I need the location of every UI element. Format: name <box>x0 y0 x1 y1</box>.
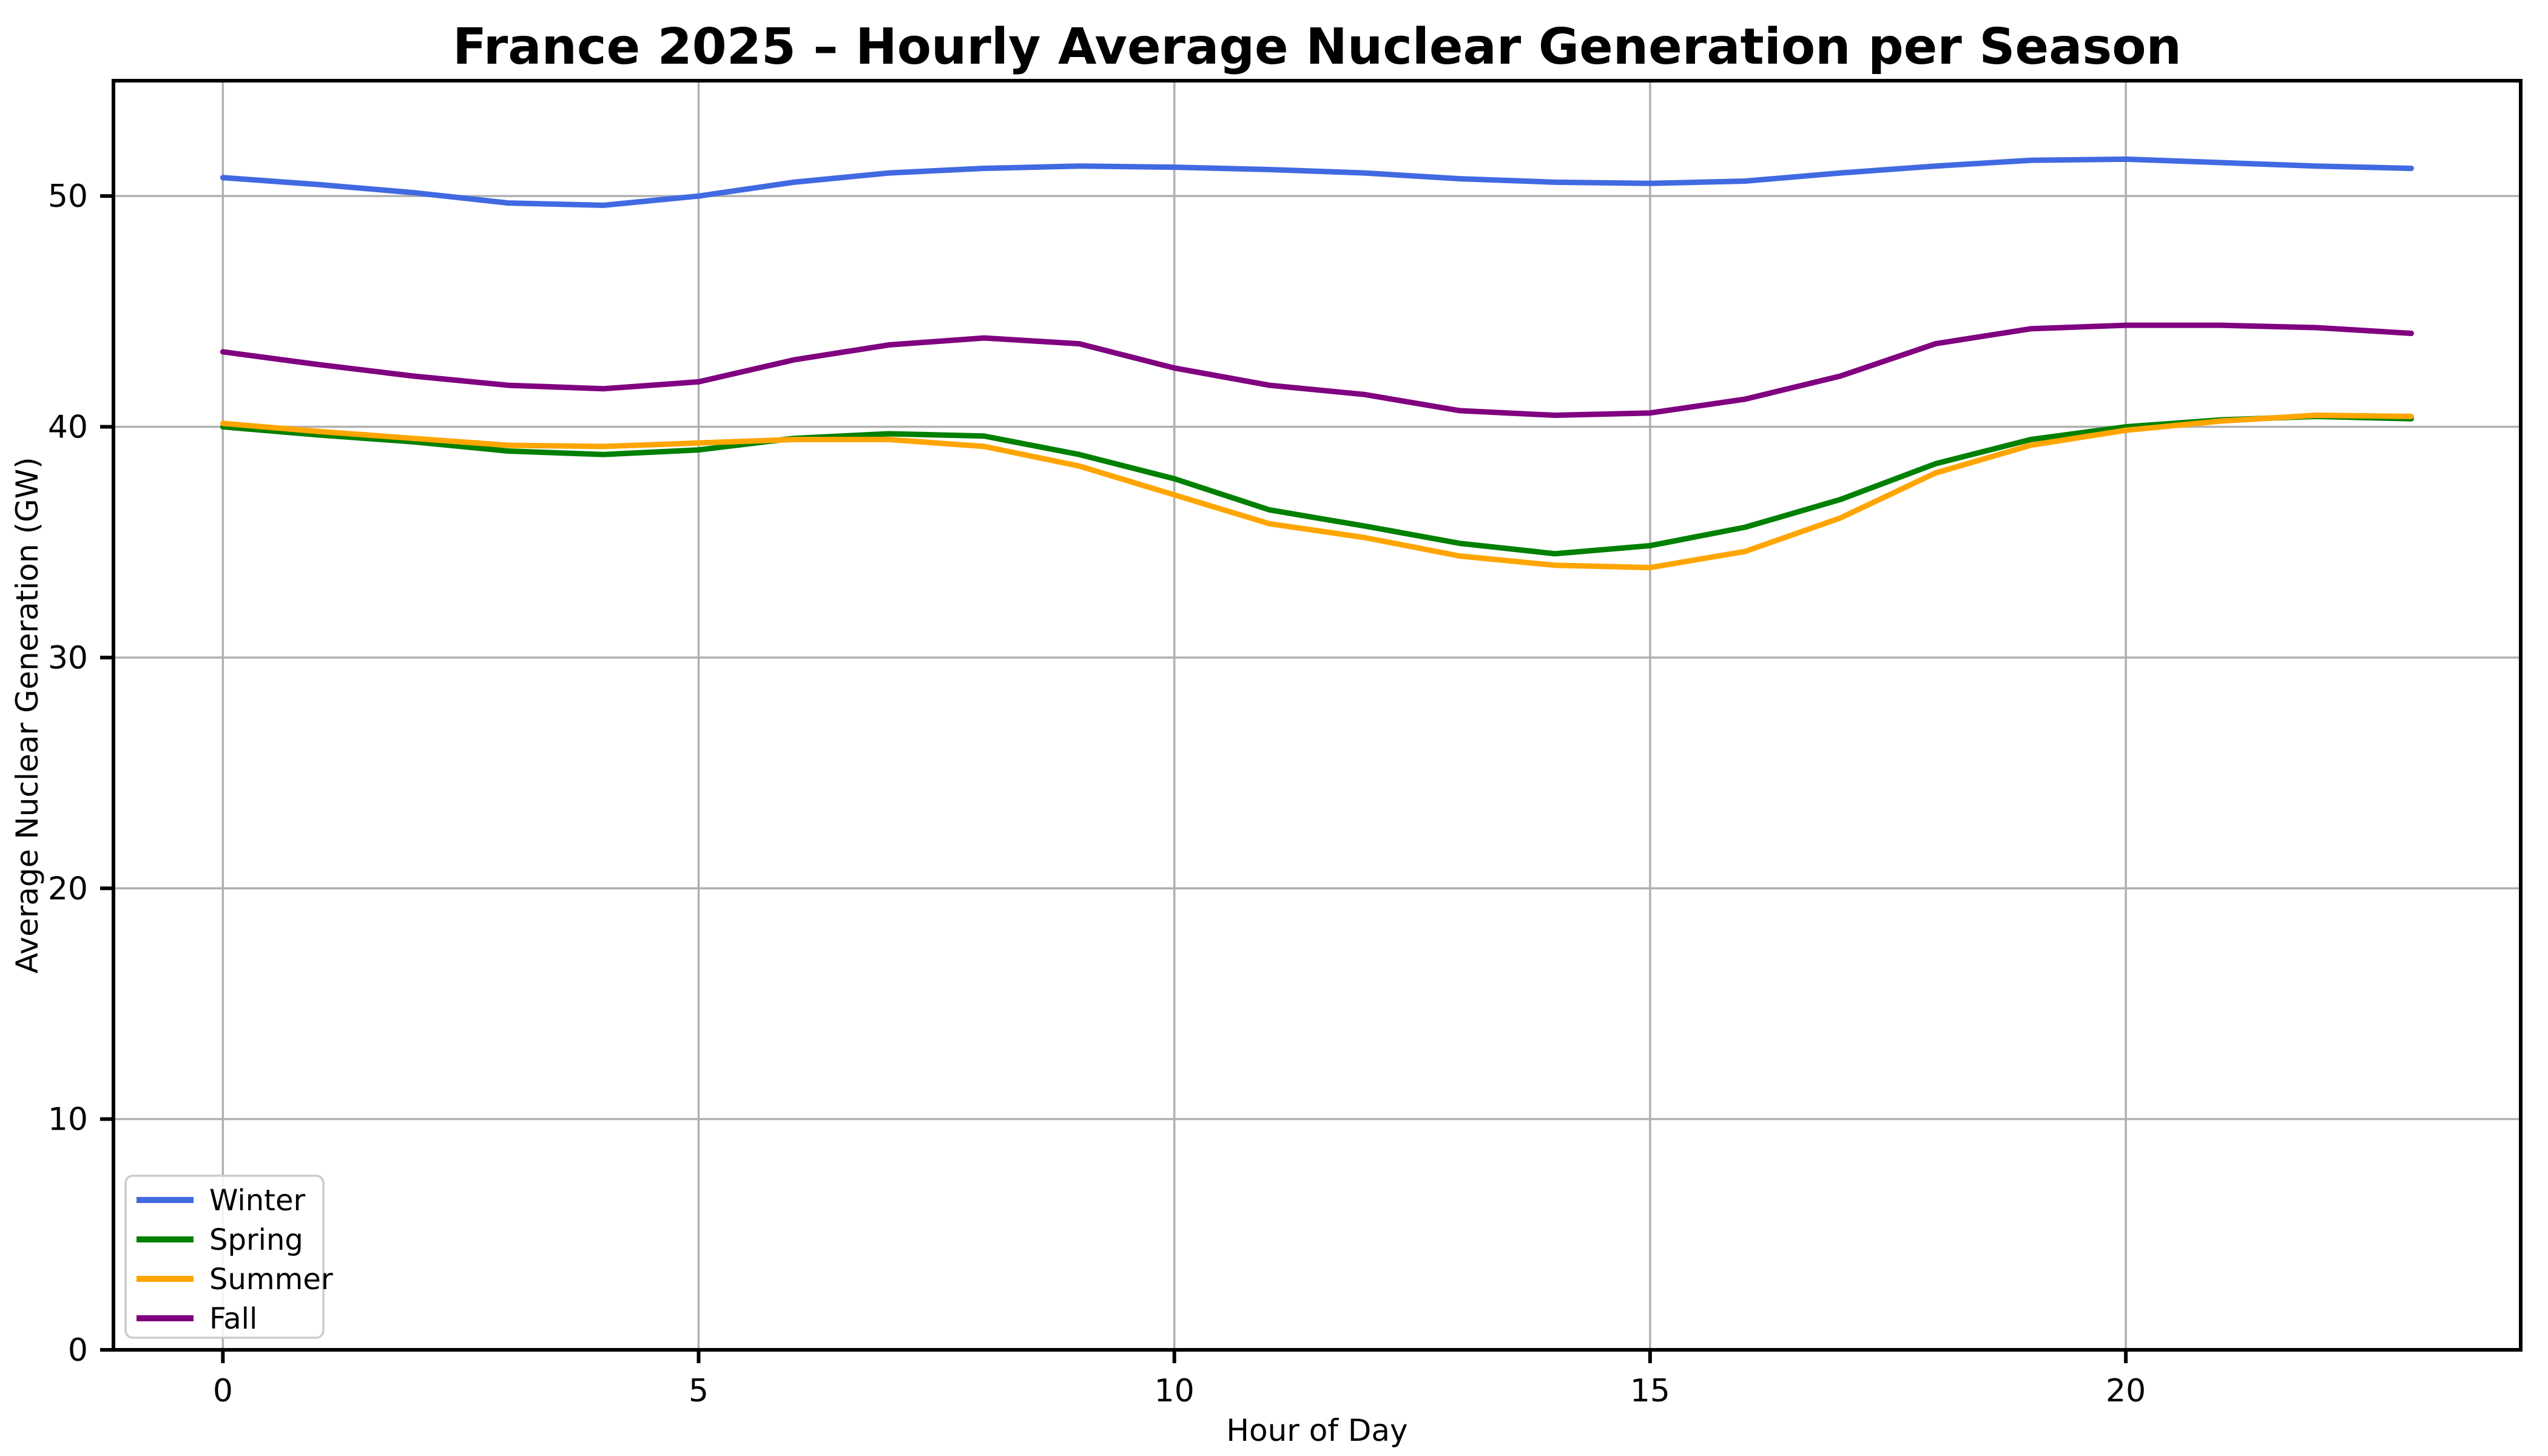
x-tick-label: 5 <box>689 1373 709 1409</box>
legend-box <box>124 1175 325 1339</box>
series-line-winter <box>220 156 2415 208</box>
x-axis-label: Hour of Day <box>1226 1413 1407 1448</box>
x-tick-label: 20 <box>2106 1373 2146 1409</box>
y-tick-label: 20 <box>48 871 88 907</box>
y-tick-label: 10 <box>48 1102 88 1138</box>
tick-labels: 0 5 10 15 20 0 10 20 30 40 50 <box>48 178 2146 1409</box>
series-lines <box>220 156 2415 571</box>
x-tick-label: 15 <box>1630 1373 1670 1409</box>
y-tick-label: 30 <box>48 640 88 676</box>
y-tick-label: 40 <box>48 410 88 446</box>
legend-label-fall: Fall <box>209 1302 257 1336</box>
tick-marks <box>100 194 2128 1363</box>
plot-border <box>112 79 2523 1352</box>
gridlines <box>113 81 2521 1351</box>
legend-label-winter: Winter <box>209 1184 306 1218</box>
legend: Winter Spring Summer Fall <box>124 1175 333 1339</box>
x-tick-label: 10 <box>1154 1373 1195 1409</box>
x-tick-label: 0 <box>213 1373 233 1409</box>
axes <box>112 79 2523 1352</box>
legend-label-spring: Spring <box>209 1223 303 1257</box>
y-axis-label: Average Nuclear Generation (GW) <box>10 457 45 974</box>
series-line-fall <box>220 322 2415 419</box>
y-tick-label: 0 <box>68 1332 88 1369</box>
series-line-summer <box>220 413 2415 571</box>
series-line-spring <box>220 413 2415 557</box>
y-tick-label: 50 <box>48 178 88 215</box>
legend-label-summer: Summer <box>209 1262 333 1296</box>
chart-title: France 2025 – Hourly Average Nuclear Gen… <box>453 18 2182 76</box>
